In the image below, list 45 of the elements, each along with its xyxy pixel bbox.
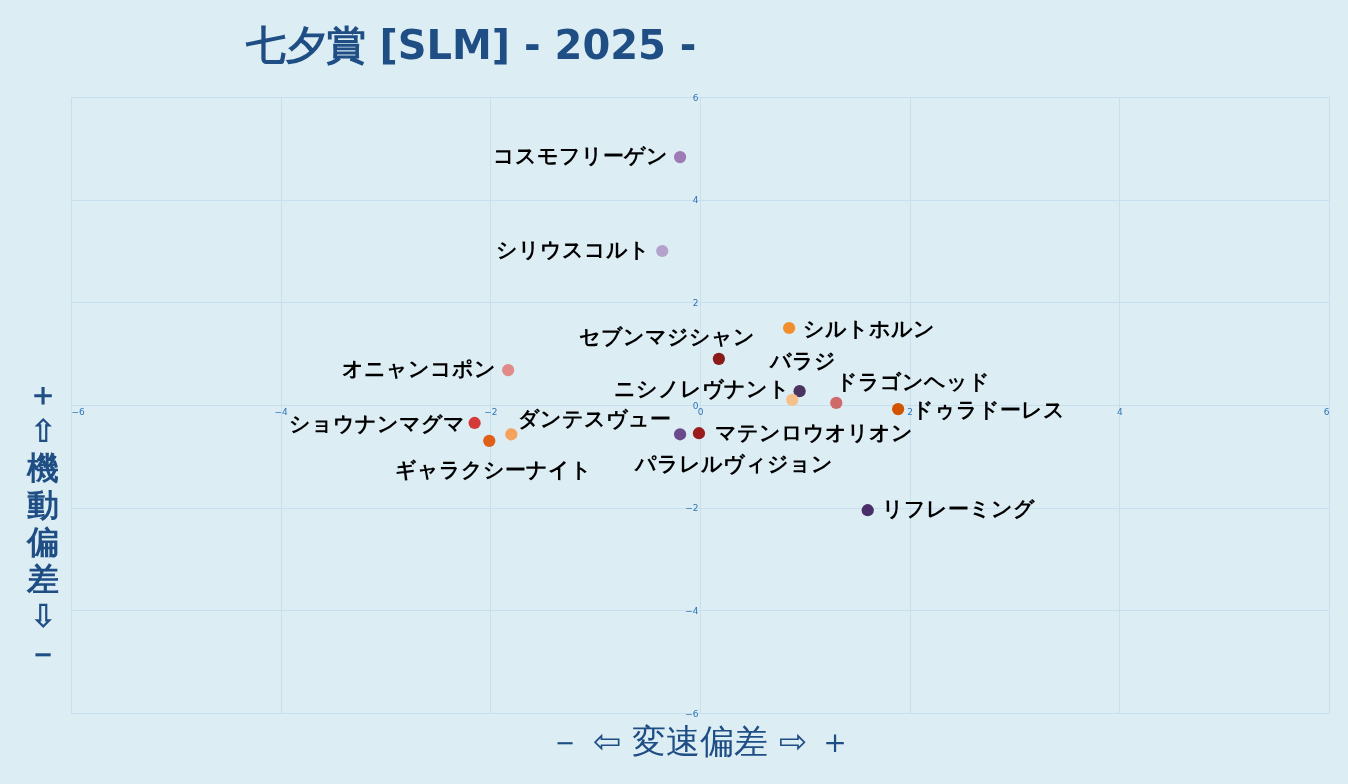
series-label: セブンマジシャン <box>578 324 755 349</box>
series-label: オニャンコポン <box>342 357 497 382</box>
point <box>692 427 706 440</box>
point <box>712 352 725 365</box>
x-tick-label: 4 <box>1116 406 1123 417</box>
point <box>505 428 518 441</box>
y-tick-label: 6 <box>692 92 699 103</box>
series-label: バラジ <box>768 349 836 374</box>
point <box>502 363 515 377</box>
series-label: リフレーミング <box>881 497 1035 522</box>
series-label: シリウスコルト <box>496 238 651 262</box>
x-tick-label: −6 <box>71 406 86 417</box>
y-tick-label: −4 <box>685 605 699 616</box>
series-label: ダンテスヴュー <box>518 407 672 432</box>
series-label: ニシノレヴナント <box>614 376 791 401</box>
text: パラレルヴィジョン <box>634 452 834 477</box>
series-label: ショウナンマグマ <box>288 411 465 436</box>
series-label: ギャラクシーナイト <box>394 457 592 482</box>
point <box>830 396 843 410</box>
series-label: シルトホルン <box>803 317 936 341</box>
point <box>793 385 806 398</box>
point <box>786 393 799 406</box>
x-axis-title: － ⇦ 変速偏差 ⇨ ＋ <box>547 721 853 761</box>
x-tick-label: 6 <box>1323 406 1330 417</box>
series-label: ドゥラドーレス <box>912 398 1066 423</box>
point <box>782 321 796 335</box>
series-label: コスモフリーゲン <box>493 144 669 169</box>
y-axis-title: ＋ ⇧ 機動偏差 ⇩ － <box>26 375 59 672</box>
y-tick-label: −2 <box>685 503 699 514</box>
point <box>673 150 687 164</box>
series-label: マテンロウオリオン <box>714 421 913 446</box>
y-tick-label: 4 <box>692 195 699 206</box>
chart-title: 七夕賞 [SLM] - 2025 - <box>244 22 697 68</box>
point <box>483 434 496 448</box>
point <box>892 402 905 416</box>
point <box>468 416 481 430</box>
x-tick-label: −2 <box>484 406 498 417</box>
x-tick-label: −4 <box>274 406 289 417</box>
y-tick-label: −6 <box>685 708 699 719</box>
point <box>861 504 874 517</box>
point <box>673 428 687 441</box>
x-tick-label: 2 <box>907 406 914 417</box>
point <box>656 244 669 258</box>
y-tick-label: 2 <box>692 297 699 308</box>
series-label: ドラゴンヘッド <box>836 369 991 394</box>
